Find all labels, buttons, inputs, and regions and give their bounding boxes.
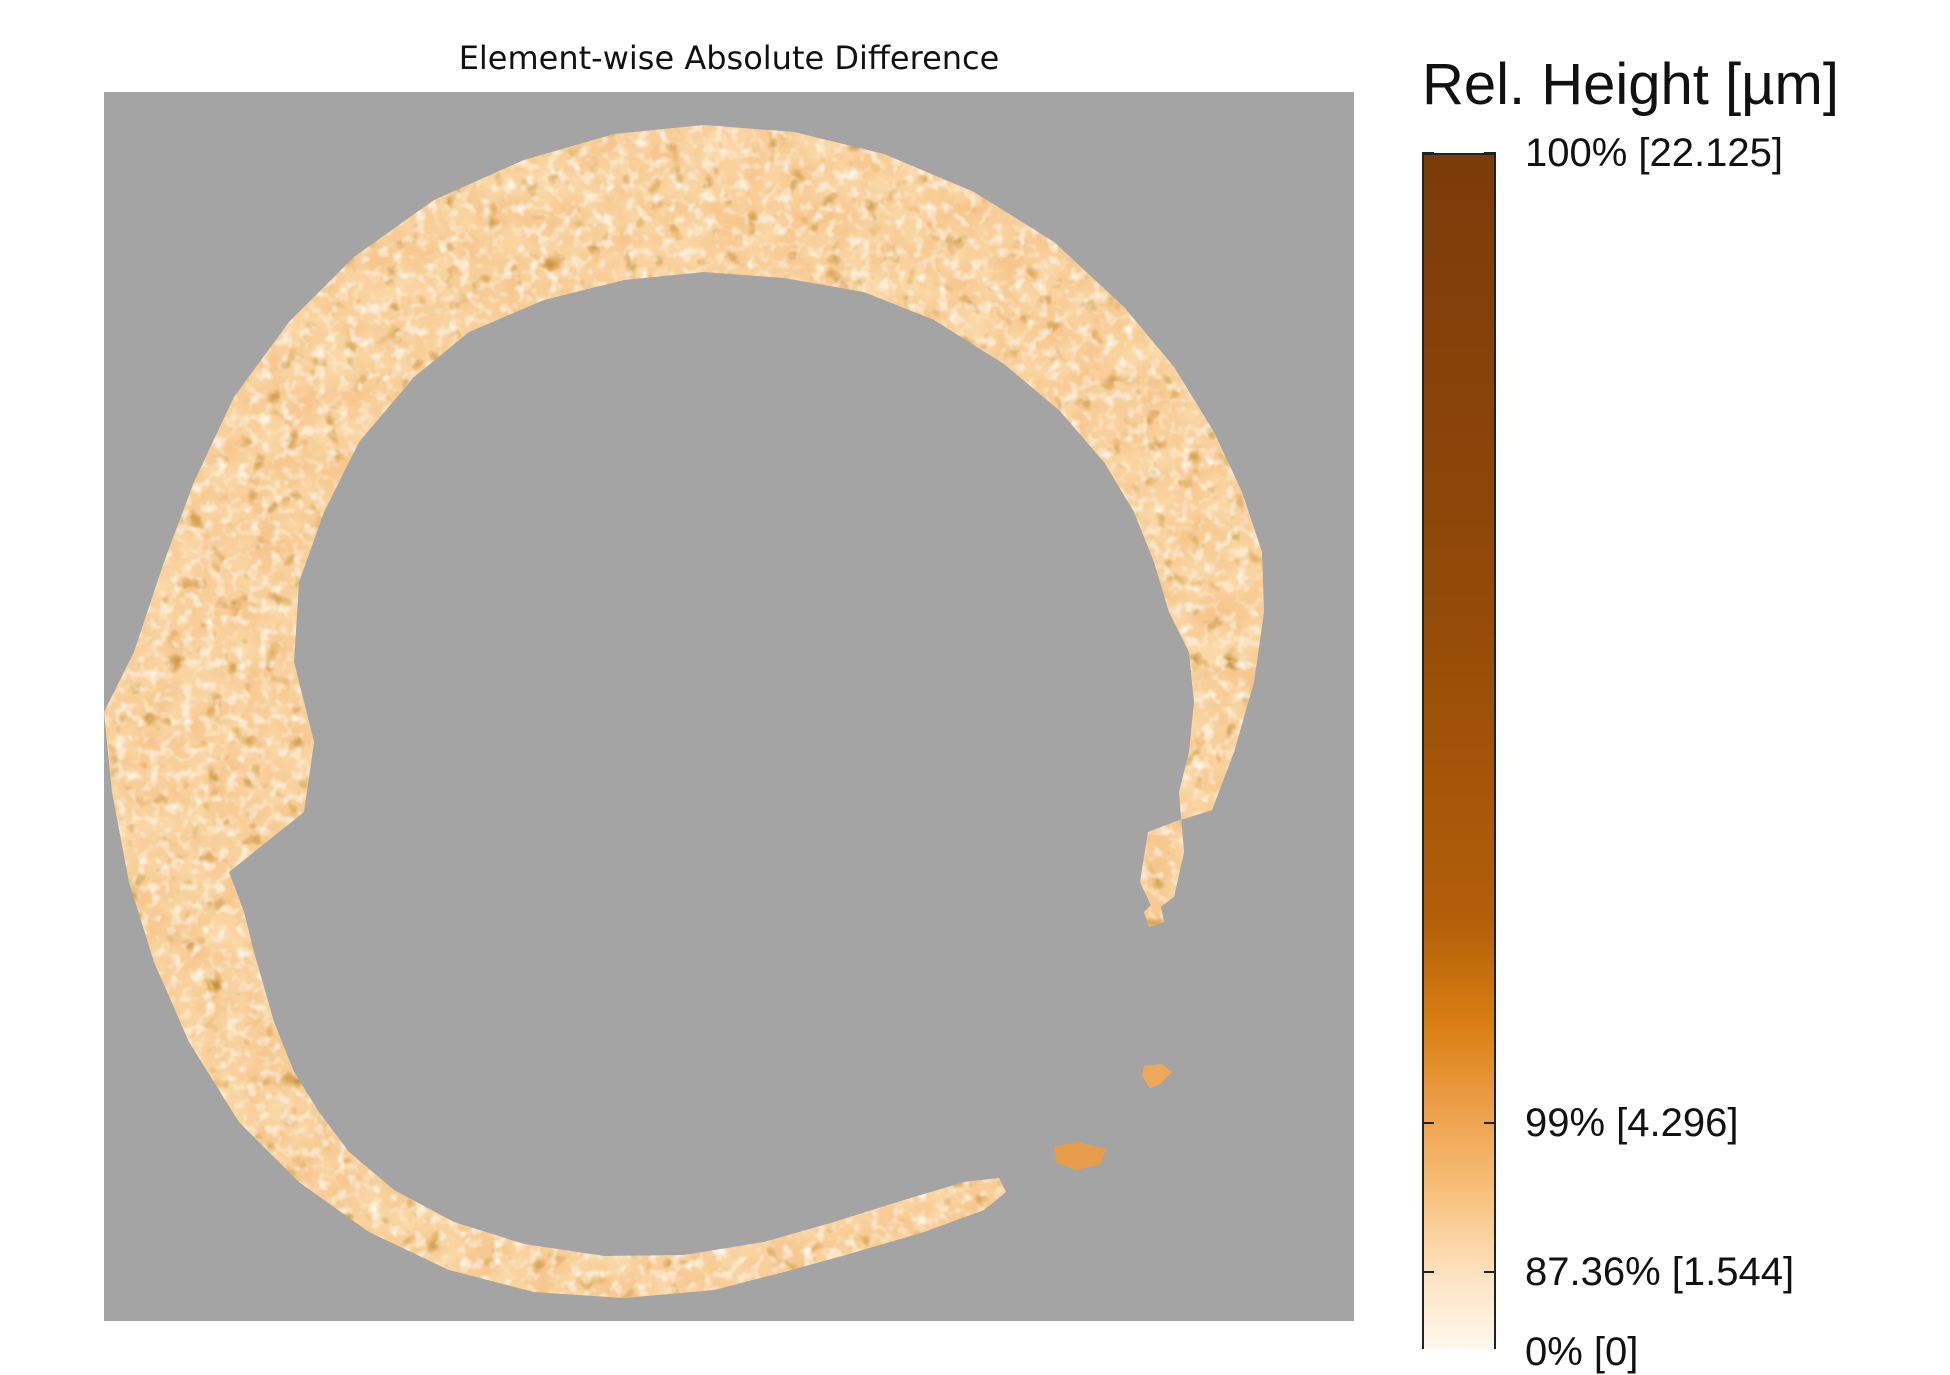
colorbar-ticks — [1422, 152, 1496, 1273]
colorbar-tick-label: 100% [22.125] — [1525, 131, 1783, 175]
chart-title: Element-wise Absolute Difference — [458, 39, 1000, 77]
colorbar-tick-label: 87.36% [1.544] — [1525, 1250, 1795, 1294]
heatmap-plot — [104, 92, 1354, 1321]
small-fragment-2 — [1054, 1142, 1106, 1170]
colorbar — [1422, 153, 1496, 1349]
colorbar-title: Rel. Height [µm] — [1422, 52, 1839, 117]
colorbar-tick-label: 0% [0] — [1525, 1330, 1639, 1374]
colorbar-tick-label: 99% [4.296] — [1525, 1101, 1739, 1145]
small-fragment-1 — [1142, 1064, 1172, 1088]
